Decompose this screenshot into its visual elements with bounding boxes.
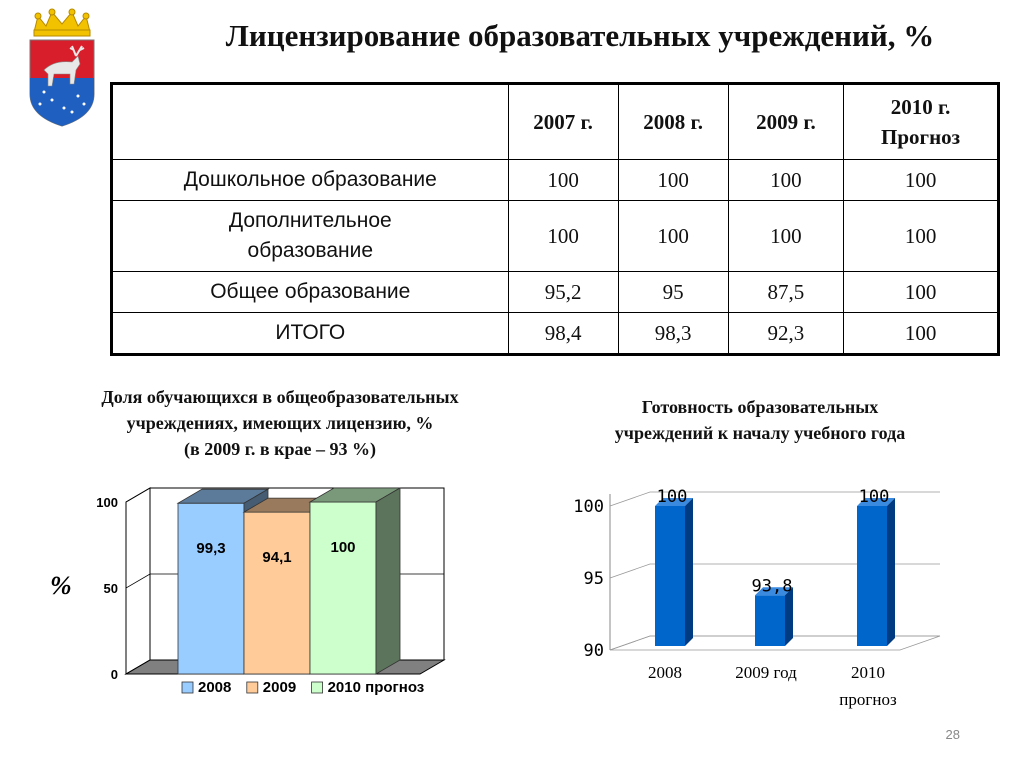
x-tick-label: 2010 прогноз <box>839 663 897 709</box>
y-axis-label: % <box>50 571 72 600</box>
y-tick-label: 95 <box>584 569 604 589</box>
bar-top <box>755 587 793 596</box>
y-tick-label: 90 <box>584 641 604 661</box>
table-cell: 100 <box>843 271 999 313</box>
table-cell: 100 <box>727 200 845 272</box>
table-cell: 95 <box>617 271 729 313</box>
table-cell: 98,4 <box>507 312 619 355</box>
bar-side <box>375 487 401 675</box>
table-cell: 100 <box>617 159 729 201</box>
row-label: Дополнительное образование <box>111 200 509 272</box>
row-label: ИТОГО <box>111 312 509 355</box>
page-title: Лицензирование образовательных учреждени… <box>225 18 935 53</box>
caption-line: Доля обучающихся в общеобразовательных <box>101 387 459 407</box>
table-header-row: 2007 г. 2008 г. 2009 г. 2010 г. Прогноз <box>111 83 999 160</box>
y-tick-label: 100 <box>573 497 604 517</box>
licensing-table: 2007 г. 2008 г. 2009 г. 2010 г. Прогноз … <box>110 82 1000 356</box>
floor <box>609 635 941 651</box>
table-header-2007: 2007 г. <box>507 83 619 160</box>
bar-front <box>243 511 311 675</box>
table-row: Дополнительное образование 100 100 100 1… <box>111 200 999 272</box>
table-row: Общее образование 95,2 95 87,5 100 <box>111 271 999 313</box>
y-tick-label: 100 <box>96 495 118 510</box>
table-cell: 92,3 <box>727 312 845 355</box>
legend-swatch <box>311 681 324 694</box>
caption-line: Готовность образовательных <box>641 397 879 417</box>
table-cell: 95,2 <box>507 271 619 313</box>
table-cell: 100 <box>507 200 619 272</box>
right-chart-caption: Готовность образовательных учреждений к … <box>540 394 980 446</box>
y-tick-label: 50 <box>104 581 118 596</box>
bar-front <box>309 501 377 675</box>
bar-top <box>857 498 895 506</box>
bar-side <box>785 587 793 646</box>
license-share-chart: 0 50 100% 99,3 94,1 100 2008 2009 2010 прогноз <box>50 487 446 696</box>
gridline <box>609 563 940 579</box>
table-cell: 100 <box>617 200 729 272</box>
table-header-2009: 2009 г. <box>727 83 845 160</box>
caption-line: учреждений к началу учебного года <box>614 423 906 443</box>
bar-front <box>177 502 245 675</box>
bar-side <box>887 498 895 646</box>
table-header-2010: 2010 г. Прогноз <box>843 83 999 160</box>
row-label: Дошкольное образование <box>111 159 509 201</box>
legend-label: 2009 <box>263 679 296 696</box>
table-cell: 87,5 <box>727 271 845 313</box>
table-cell: 100 <box>843 312 999 355</box>
coat-of-arms-logo <box>29 8 95 127</box>
table-cell: 100 <box>507 159 619 201</box>
readiness-chart: 90 95 100 100 93,8 100 2008 2009 год 2010 прогноз <box>573 487 941 709</box>
left-chart-caption: Доля обучающихся в общеобразовательных у… <box>30 384 530 462</box>
data-label: 94,1 <box>262 549 291 566</box>
gridline <box>609 491 940 507</box>
page-number: 28 <box>945 727 960 742</box>
x-tick-label: 2008 <box>648 663 682 682</box>
data-label: 93,8 <box>752 576 793 596</box>
data-label: 100 <box>330 539 355 556</box>
table-cell: 100 <box>843 200 999 272</box>
table-row: Дошкольное образование 100 100 100 100 <box>111 159 999 201</box>
legend-label: 2008 <box>198 679 231 696</box>
bar-side <box>685 498 693 646</box>
table-cell: 100 <box>843 159 999 201</box>
bar-top <box>655 498 693 506</box>
legend-label: 2010 прогноз <box>328 679 425 696</box>
table-row: ИТОГО 98,4 98,3 92,3 100 <box>111 312 999 355</box>
table-header-2008: 2008 г. <box>617 83 729 160</box>
table-cell: 98,3 <box>617 312 729 355</box>
y-tick-label: 0 <box>111 667 118 682</box>
row-label: Общее образование <box>111 271 509 313</box>
bar-front <box>857 506 887 646</box>
caption-line: (в 2009 г. в крае – 93 %) <box>184 439 376 459</box>
legend-swatch <box>181 681 194 694</box>
data-label: 100 <box>859 487 890 507</box>
data-label: 100 <box>657 487 688 507</box>
table-cell: 100 <box>727 159 845 201</box>
data-label: 99,3 <box>196 540 225 557</box>
bar-front <box>755 595 785 646</box>
caption-line: учреждениях, имеющих лицензию, % <box>126 413 434 433</box>
bar-front <box>655 506 685 646</box>
table-header-blank <box>111 83 509 160</box>
legend-swatch <box>246 681 259 694</box>
x-tick-label: 2009 год <box>735 663 797 682</box>
